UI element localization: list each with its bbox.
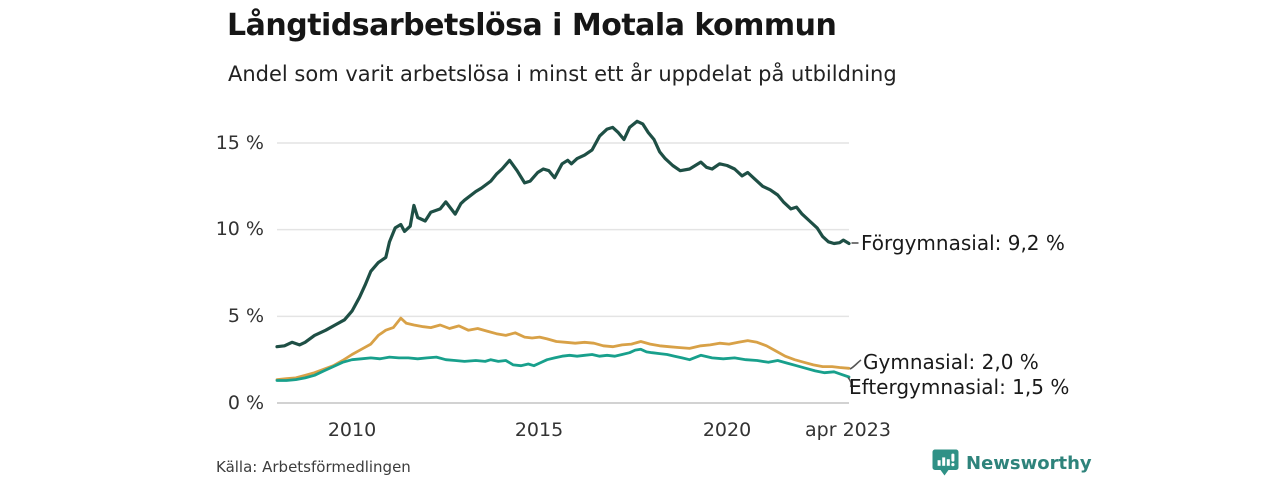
series-lines-layer [275, 119, 851, 382]
page-title: Långtidsarbetslösa i Motala kommun [227, 8, 837, 43]
label-leader-eftergymnasial [847, 376, 852, 388]
x-tick-apr-2023: apr 2023 [805, 419, 891, 441]
newsworthy-chart-bubble-icon [932, 449, 959, 477]
series-label-forgymnasial: Förgymnasial: 9,2 % [861, 231, 1065, 255]
label-leader-gymnasial [849, 359, 862, 370]
series-line-förgymnasial [275, 119, 851, 349]
x-tick-2015: 2015 [514, 419, 564, 441]
series-line-eftergymnasial [275, 347, 851, 382]
gridlines-layer [277, 142, 849, 404]
x-tick-2020: 2020 [702, 419, 752, 441]
x-tick-2010: 2010 [327, 419, 377, 441]
series-line-gymnasial [275, 316, 851, 382]
y-tick-0: 0 % [227, 392, 264, 414]
series-label-gymnasial: Gymnasial: 2,0 % [863, 350, 1039, 374]
page-subtitle: Andel som varit arbetslösa i minst ett å… [228, 62, 897, 86]
y-tick-10: 10 % [215, 218, 264, 240]
newsworthy-brand: Newsworthy [932, 449, 1092, 477]
y-tick-5: 5 % [227, 305, 264, 327]
source-attribution: Källa: Arbetsförmedlingen [216, 458, 411, 476]
newsworthy-wordmark: Newsworthy [966, 452, 1092, 474]
series-label-eftergymnasial: Eftergymnasial: 1,5 % [849, 375, 1070, 399]
y-tick-15: 15 % [215, 132, 264, 154]
